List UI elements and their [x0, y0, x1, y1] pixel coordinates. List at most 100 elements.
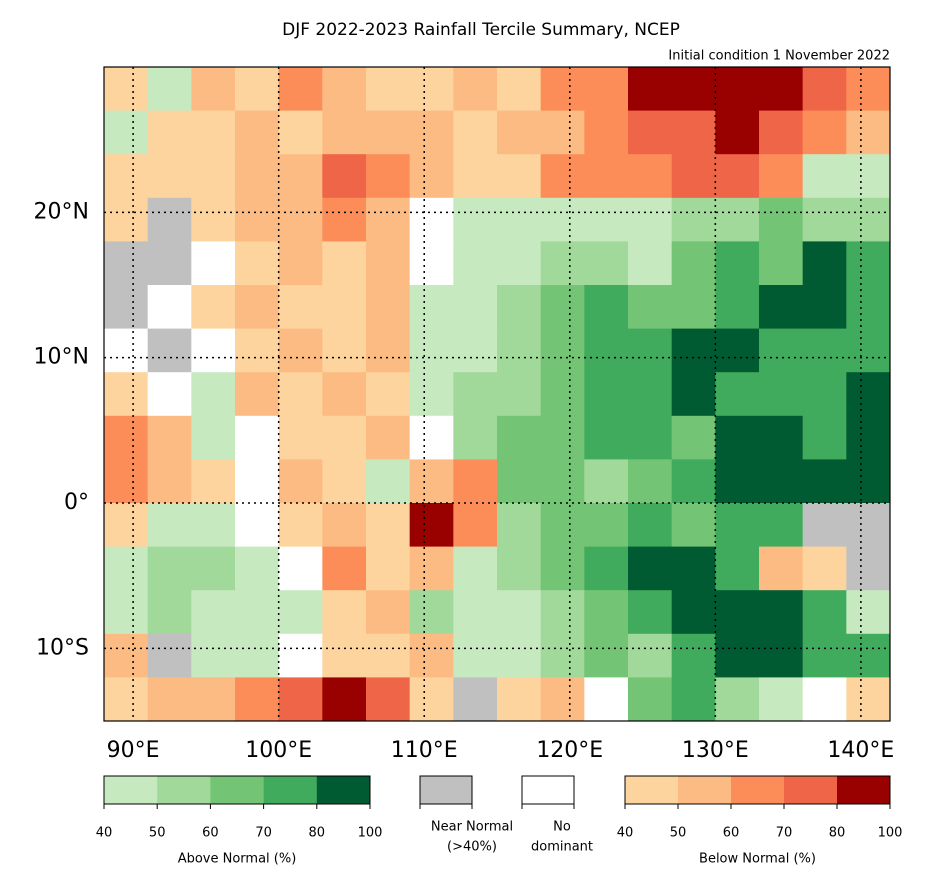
grid-cell: [409, 67, 454, 112]
grid-cell: [147, 154, 192, 199]
grid-cell: [671, 590, 716, 635]
grid-cell: [453, 285, 498, 330]
grid-cell: [453, 67, 498, 112]
grid-cell: [628, 677, 673, 722]
grid-cell: [802, 633, 847, 678]
grid-cell: [671, 633, 716, 678]
grid-cell: [191, 110, 236, 155]
grid-cell: [846, 154, 891, 199]
grid-cell: [759, 415, 804, 460]
grid-cell: [322, 415, 367, 460]
grid-cell: [104, 372, 149, 417]
colorbar-tick-label: 80: [829, 826, 846, 841]
grid-cell: [278, 67, 323, 112]
grid-cell: [671, 546, 716, 591]
grid-cell: [191, 241, 236, 286]
grid-cell: [147, 110, 192, 155]
grid-cell: [628, 285, 673, 330]
colorbar-tick-label: 50: [149, 826, 166, 841]
grid-cell: [278, 415, 323, 460]
grid-cell: [235, 415, 280, 460]
grid-cell: [715, 328, 760, 373]
colorbar-tick-label: 60: [723, 826, 740, 841]
grid-cell: [366, 459, 411, 504]
grid-cell: [278, 503, 323, 548]
grid-cell: [322, 197, 367, 242]
legend-label: Near Normal: [431, 820, 513, 835]
legend-box: [521, 775, 575, 805]
grid-cell: [802, 110, 847, 155]
y-tick-label: 10°S: [36, 635, 89, 660]
grid-cell: [278, 372, 323, 417]
grid-cell: [802, 154, 847, 199]
grid-cell: [191, 285, 236, 330]
grid-cell: [759, 503, 804, 548]
grid-cell: [322, 503, 367, 548]
grid-cell: [802, 415, 847, 460]
grid-cell: [453, 372, 498, 417]
grid-cell: [540, 241, 585, 286]
grid-cell: [278, 590, 323, 635]
colorbar-swatch: [678, 776, 732, 804]
grid-cell: [584, 328, 629, 373]
grid-cell: [584, 110, 629, 155]
grid-cell: [191, 415, 236, 460]
grid-cell: [671, 154, 716, 199]
x-tick-label: 110°E: [391, 738, 458, 763]
grid-cell: [628, 372, 673, 417]
grid-cell: [147, 590, 192, 635]
grid-cell: [802, 677, 847, 722]
grid-cell: [846, 415, 891, 460]
grid-cell: [540, 677, 585, 722]
colorbar-swatch: [210, 776, 264, 804]
grid-cell: [497, 372, 542, 417]
grid-cell: [278, 677, 323, 722]
grid-cell: [366, 67, 411, 112]
grid-cell: [715, 633, 760, 678]
grid-cell: [628, 459, 673, 504]
grid-cell: [366, 677, 411, 722]
y-tick-label: 10°N: [34, 345, 89, 370]
grid-cell: [409, 285, 454, 330]
grid-cell: [715, 372, 760, 417]
grid-cell: [366, 328, 411, 373]
grid-cell: [671, 285, 716, 330]
grid-cell: [104, 67, 149, 112]
grid-cell: [409, 590, 454, 635]
grid-cell: [628, 590, 673, 635]
grid-cell: [584, 677, 629, 722]
grid-cell: [366, 241, 411, 286]
grid-cell: [366, 154, 411, 199]
colorbar-label: Above Normal (%): [178, 852, 297, 867]
grid-cell: [278, 546, 323, 591]
grid-cell: [453, 633, 498, 678]
grid-cell: [278, 110, 323, 155]
grid-cell: [715, 677, 760, 722]
grid-cell: [322, 372, 367, 417]
x-tick-label: 90°E: [107, 738, 160, 763]
grid-cell: [453, 459, 498, 504]
grid-cell: [409, 372, 454, 417]
grid-cell: [322, 459, 367, 504]
grid-cell: [497, 154, 542, 199]
grid-cell: [453, 241, 498, 286]
grid-cell: [671, 677, 716, 722]
grid-cell: [191, 503, 236, 548]
grid-cell: [497, 285, 542, 330]
grid-cell: [366, 372, 411, 417]
colorbar-swatch: [104, 776, 158, 804]
legend-label: dominant: [531, 840, 593, 855]
grid-cell: [802, 590, 847, 635]
grid-cell: [366, 590, 411, 635]
grid-cell: [715, 154, 760, 199]
grid-cell: [584, 415, 629, 460]
colorbar-swatch: [625, 776, 679, 804]
grid-cell: [453, 590, 498, 635]
grid-cell: [497, 459, 542, 504]
grid-cell: [453, 110, 498, 155]
grid-cell: [540, 328, 585, 373]
grid-cell: [497, 503, 542, 548]
colorbar-tick-label: 40: [617, 826, 634, 841]
grid-cell: [104, 503, 149, 548]
grid-cell: [235, 546, 280, 591]
